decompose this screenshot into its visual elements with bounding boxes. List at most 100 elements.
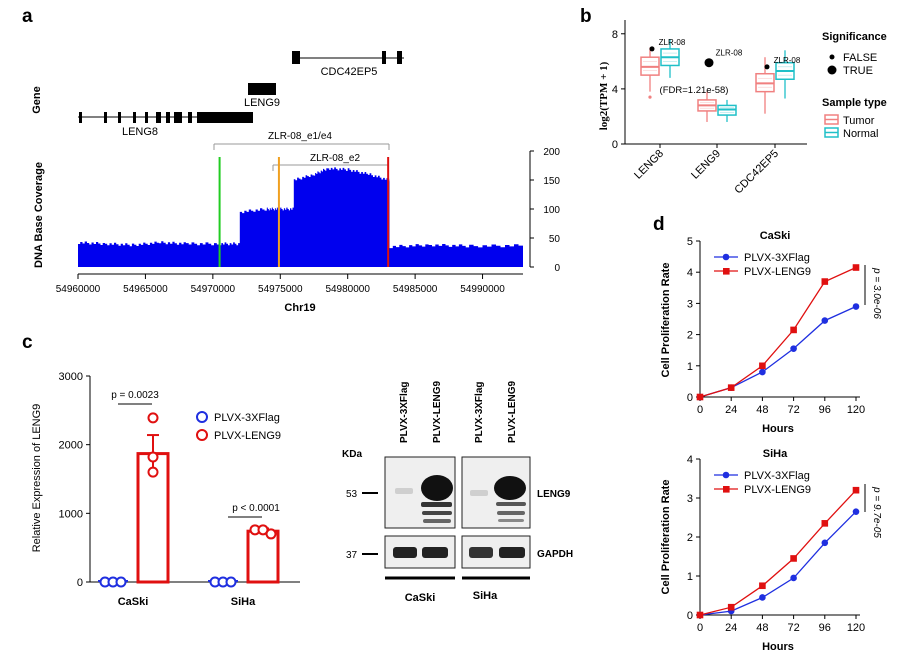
bar-ytick-label: 3000 xyxy=(59,371,83,383)
highlight-point-label: ZLR-08 xyxy=(659,38,686,47)
coverage-xtick-label: 54975000 xyxy=(258,284,303,295)
bar-legend-leng9-marker xyxy=(196,429,208,441)
bar-ytick-label: 1000 xyxy=(59,508,83,520)
bar-legend-leng9-label: PLVX-LENG9 xyxy=(214,430,281,442)
caski-point-leng9 xyxy=(821,278,829,285)
boxplot-xtick-label: CDC42EP5 xyxy=(732,148,781,197)
coverage-xtick-label: 54990000 xyxy=(460,284,505,295)
boxplot-ytick-label: 8 xyxy=(612,29,618,41)
western-blot: PLVX-3XFlag PLVX-LENG9 PLVX-3XFlag PLVX-… xyxy=(342,381,573,604)
sample-type-legend: Sample type Tumor Normal xyxy=(822,97,887,140)
caski-point-leng9 xyxy=(727,384,735,391)
coverage-xtick-label: 54980000 xyxy=(325,284,370,295)
boxplot-xtick-label: LENG9 xyxy=(689,148,723,182)
caski-point-flag xyxy=(759,368,766,376)
significance-legend-title: Significance xyxy=(822,31,887,43)
siha-y-label: Cell Proliferation Rate xyxy=(660,480,672,595)
bar-point xyxy=(147,412,159,424)
caski-y-label: Cell Proliferation Rate xyxy=(660,263,672,378)
coverage-x-label: Chr19 xyxy=(284,302,315,314)
siha-point-leng9 xyxy=(727,603,735,611)
leng9-gene-label: LENG9 xyxy=(244,97,280,109)
boxplot-area xyxy=(625,20,807,144)
blot-marker-53: 53 xyxy=(346,489,358,500)
siha-point-flag xyxy=(790,574,797,582)
siha-xtick-label: 96 xyxy=(819,622,831,634)
caski-point-flag xyxy=(821,317,829,324)
caski-title: CaSki xyxy=(760,230,791,242)
siha-xtick-label: 72 xyxy=(787,622,799,634)
highlight-point xyxy=(764,64,770,70)
caski-ytick-label: 3 xyxy=(687,298,693,310)
legend-tumor-label: Tumor xyxy=(843,115,875,127)
panel-b-letter: b xyxy=(580,6,592,27)
bar-xtick-label: SiHa xyxy=(231,596,256,608)
siha-point-leng9 xyxy=(790,555,797,562)
bar-ytick-label: 0 xyxy=(77,577,83,589)
panel-c-letter: c xyxy=(22,332,33,353)
highlight-point-label: ZLR-08 xyxy=(716,49,743,58)
bar-point xyxy=(147,451,159,463)
caski-ytick-label: 0 xyxy=(687,392,693,404)
siha-point-flag xyxy=(759,594,766,601)
bar-legend-flag-marker xyxy=(196,411,208,423)
coverage-xtick-label: 54985000 xyxy=(393,284,438,295)
bar-point xyxy=(115,576,127,588)
legend-normal-label: Normal xyxy=(843,128,878,140)
panel-d-letter: d xyxy=(653,214,665,235)
coverage-xtick-label: 54970000 xyxy=(191,284,236,295)
caski-xtick-label: 48 xyxy=(756,404,768,416)
siha-legend-leng9-marker xyxy=(723,486,730,493)
boxplot-xtick-label: LENG8 xyxy=(632,148,666,182)
leng8-gene-label: LENG8 xyxy=(122,126,158,138)
transcript-e2-label: ZLR-08_e2 xyxy=(310,153,360,164)
bar-ytick-label: 2000 xyxy=(59,440,83,452)
caski-point-leng9 xyxy=(790,326,797,334)
coverage-xtick-label: 54965000 xyxy=(123,284,168,295)
caski-legend-flag-marker xyxy=(722,253,730,261)
blot-band-gapdh-label: GAPDH xyxy=(537,549,573,560)
caski-line-0 xyxy=(699,305,857,398)
siha-xtick-label: 24 xyxy=(725,622,737,634)
bar-point xyxy=(265,528,277,540)
panel-a-letter: a xyxy=(22,6,33,27)
boxplot-ytick-label: 0 xyxy=(612,139,618,151)
siha-ytick-label: 3 xyxy=(687,493,693,505)
caski-xtick-label: 72 xyxy=(787,404,799,416)
cdc42ep5-gene-label: CDC42EP5 xyxy=(321,66,378,78)
blot-lane-label-3: PLVX-3XFlag xyxy=(474,382,485,444)
blot-band-leng9-label: LENG9 xyxy=(537,489,571,500)
bar-legend: PLVX-3XFlag PLVX-LENG9 xyxy=(196,411,281,442)
caski-pvalue: p = 3.0e-06 xyxy=(871,267,882,319)
siha-legend-flag-label: PLVX-3XFlag xyxy=(744,470,810,482)
fdr-annotation: (FDR=1.21e-58) xyxy=(660,85,729,96)
legend-true-marker xyxy=(827,65,837,75)
blot-cell-caski: CaSki xyxy=(405,592,436,604)
caski-ytick-label: 4 xyxy=(687,267,693,279)
caski-point-flag xyxy=(852,303,860,310)
gene-track-label: Gene xyxy=(31,86,43,114)
box-outlier xyxy=(648,95,652,99)
caski-x-label: Hours xyxy=(762,423,794,435)
legend-true-label: TRUE xyxy=(843,65,873,77)
blot-lane-label-1: PLVX-3XFlag xyxy=(399,382,410,444)
transcript-e1e4-bracket xyxy=(213,143,390,150)
boxplot-y-label: log2(TPM + 1) xyxy=(598,61,610,130)
bar-point xyxy=(147,466,159,478)
bar-point xyxy=(225,576,237,588)
coverage-plot xyxy=(78,157,523,267)
leng8-gene-model xyxy=(78,112,253,123)
siha-legend-flag-marker xyxy=(722,471,730,479)
sig-pval-siha: p < 0.0001 xyxy=(232,503,280,514)
siha-point-leng9 xyxy=(759,582,766,590)
legend-false-marker xyxy=(829,54,835,60)
caski-point-leng9 xyxy=(759,362,766,370)
siha-title: SiHa xyxy=(763,448,788,460)
siha-line-0 xyxy=(699,511,857,616)
cdc42ep5-gene-model xyxy=(292,51,404,64)
coverage-ytick-label: 50 xyxy=(549,234,561,245)
coverage-xtick-label: 54960000 xyxy=(56,284,101,295)
siha-xtick-label: 48 xyxy=(756,622,768,634)
caski-xtick-label: 96 xyxy=(819,404,831,416)
siha-point-flag xyxy=(852,508,860,515)
